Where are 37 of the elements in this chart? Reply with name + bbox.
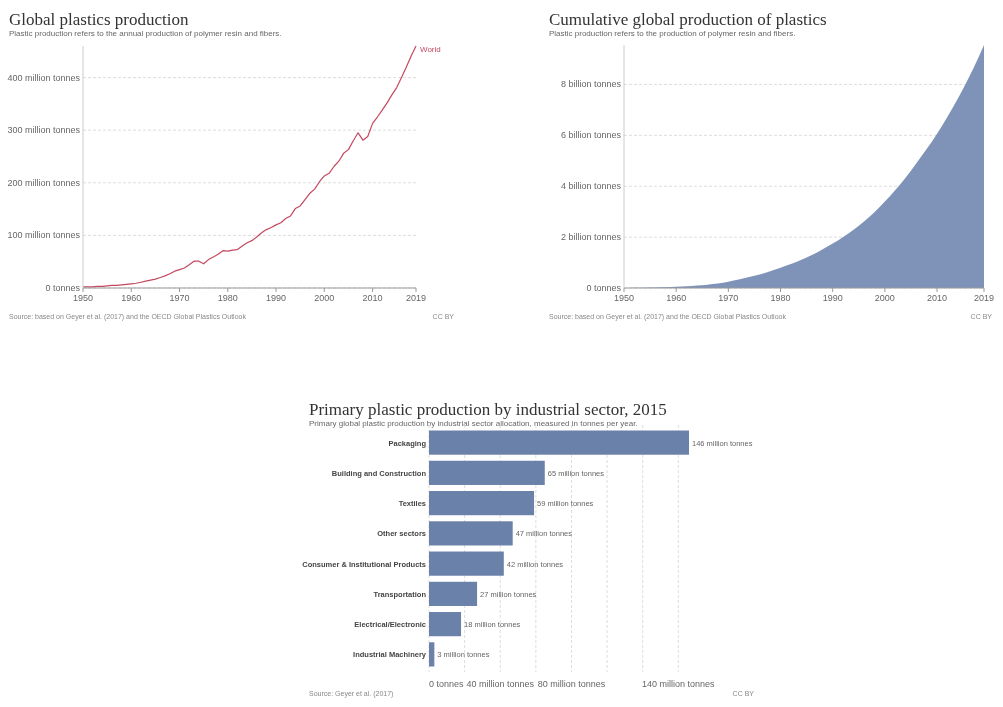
series-label: World [420, 45, 441, 54]
x-tick-label: 1970 [169, 293, 190, 303]
y-tick-label: 0 tonnes [586, 283, 622, 293]
y-tick-label: 0 tonnes [45, 283, 81, 293]
x-tick-label: 2019 [973, 293, 995, 303]
x-tick-label: 1960 [666, 293, 687, 303]
chart-subtitle: Plastic production refers to the annual production of polymer resin and fibers. [9, 29, 282, 38]
x-tick-label: 1950 [613, 293, 635, 303]
y-tick-label: 4 billion tonnes [560, 181, 622, 192]
x-tick-label: 1980 [770, 293, 791, 303]
x-tick-label: 2010 [362, 293, 383, 303]
y-tick-label: 300 million tonnes [7, 125, 81, 136]
x-tick-label: 140 million tonnes [642, 679, 716, 689]
x-tick-label: 2019 [405, 293, 427, 303]
x-tick-label: 2000 [314, 293, 335, 303]
chart-subtitle: Plastic production refers to the production of polymer resin and fibers. [549, 29, 796, 38]
chart-title: Primary plastic production by industrial sector, 2015 [309, 400, 667, 419]
chart-title: Global plastics production [9, 10, 189, 29]
chart-title: Cumulative global production of plastics [549, 10, 827, 29]
y-tick-label: 8 billion tonnes [560, 79, 622, 90]
x-tick-label: 2000 [874, 293, 895, 303]
x-tick-label: 1950 [72, 293, 94, 303]
x-tick-label: 1960 [121, 293, 142, 303]
y-tick-label: 100 million tonnes [7, 230, 81, 241]
x-tick-label: 1980 [217, 293, 238, 303]
chart-subtitle: Primary global plastic production by industrial sector allocation, measured in tonnes per year. [309, 419, 638, 428]
x-tick-label: 40 million tonnes [466, 679, 535, 689]
x-tick-label: 1990 [822, 293, 843, 303]
y-tick-label: 2 billion tonnes [560, 232, 622, 243]
y-tick-label: 400 million tonnes [7, 72, 81, 83]
x-tick-label: 80 million tonnes [537, 679, 606, 689]
x-tick-label: 2010 [927, 293, 948, 303]
y-tick-label: 6 billion tonnes [560, 130, 622, 141]
x-tick-label: 0 tonnes [429, 679, 465, 689]
y-tick-label: 200 million tonnes [7, 177, 81, 188]
x-tick-label: 1970 [718, 293, 739, 303]
x-tick-label: 1990 [266, 293, 287, 303]
